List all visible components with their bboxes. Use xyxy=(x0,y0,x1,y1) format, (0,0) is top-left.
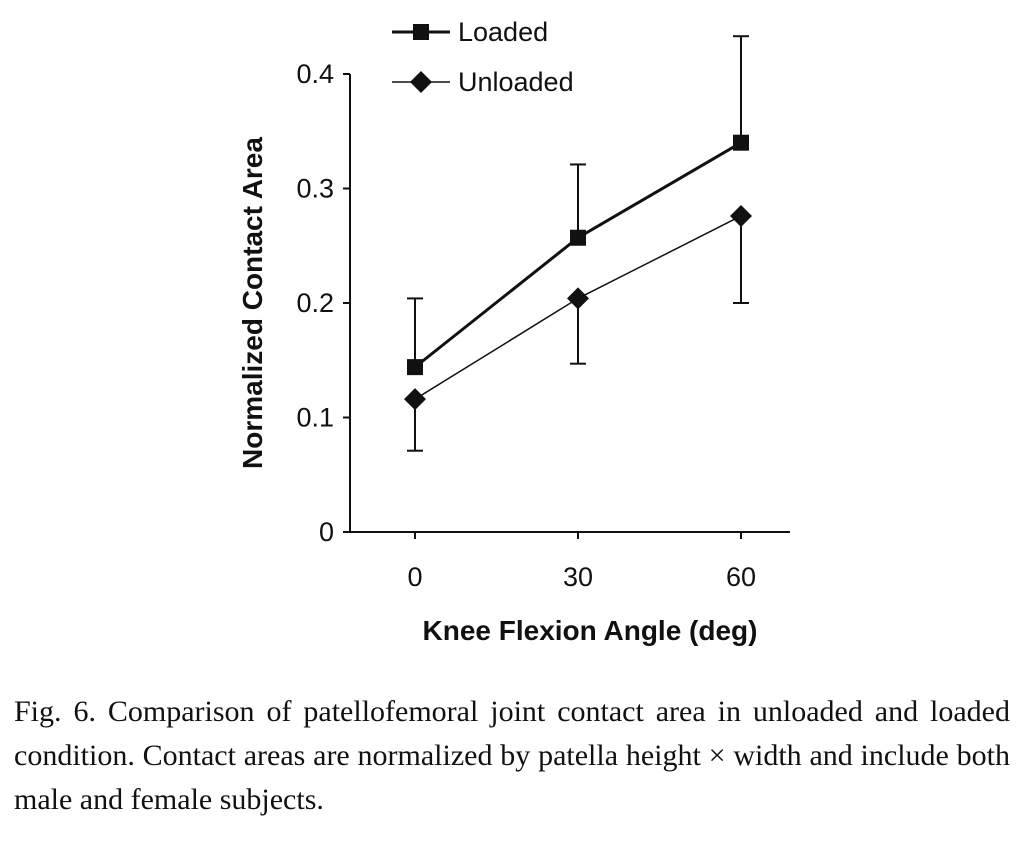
chart: 0 0.1 0.2 0.3 0.4 0 30 60 Normalized Contact A… xyxy=(237,17,790,646)
legend-item-loaded: Loaded xyxy=(392,17,548,47)
x-tick-label: 60 xyxy=(726,562,756,592)
x-axis-title: Knee Flexion Angle (deg) xyxy=(423,615,758,646)
legend-marker xyxy=(413,24,429,40)
data-point-unloaded xyxy=(404,388,426,411)
legend: Loaded Unloaded xyxy=(392,17,574,97)
data-point-unloaded xyxy=(567,287,589,310)
legend-label: Unloaded xyxy=(458,67,574,97)
legend-item-unloaded: Unloaded xyxy=(392,67,574,97)
y-tick-label: 0 xyxy=(319,517,334,547)
x-tick-label: 0 xyxy=(407,562,422,592)
figure-caption: Fig. 6. Comparison of patellofemoral joi… xyxy=(14,695,1010,816)
legend-marker xyxy=(410,71,432,93)
y-tick-label: 0.2 xyxy=(296,288,334,318)
x-axis: 0 30 60 xyxy=(350,531,790,592)
series-layer xyxy=(404,35,752,452)
y-tick-label: 0.3 xyxy=(296,174,334,204)
y-tick-label: 0.4 xyxy=(296,59,334,89)
x-tick-label: 30 xyxy=(563,562,593,592)
y-tick-label: 0.1 xyxy=(296,403,334,433)
series-loaded xyxy=(407,35,749,376)
data-point-loaded xyxy=(407,359,423,376)
data-point-loaded xyxy=(570,229,586,246)
data-point-loaded xyxy=(733,134,749,151)
legend-label: Loaded xyxy=(458,17,548,47)
series-unloaded xyxy=(404,204,752,452)
y-axis: 0 0.1 0.2 0.3 0.4 xyxy=(296,59,351,547)
y-axis-title: Normalized Contact Area xyxy=(237,137,268,469)
data-point-unloaded xyxy=(730,204,752,227)
